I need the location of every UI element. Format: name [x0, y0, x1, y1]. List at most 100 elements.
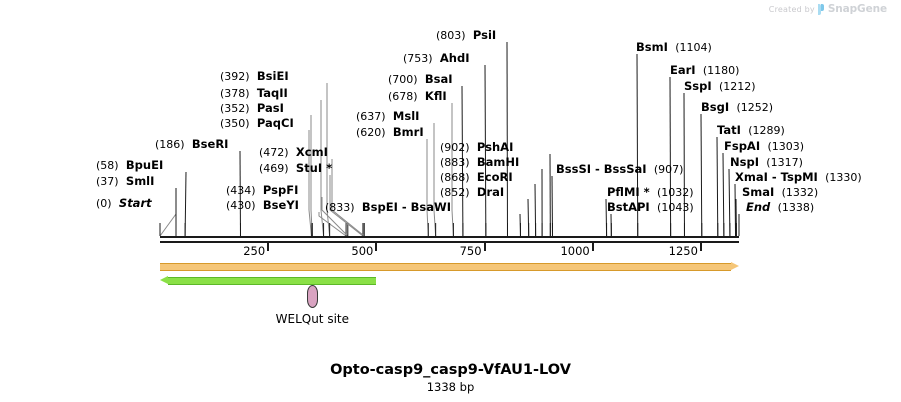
enzyme-position-stui: (469)	[259, 162, 289, 175]
leader-line-ecori	[534, 183, 537, 237]
enzyme-name-ahdi: AhdI	[439, 51, 470, 65]
enzyme-label-msli[interactable]: (637) MslI	[356, 109, 420, 124]
ruler-tick-750	[483, 243, 486, 251]
enzyme-label-taqii[interactable]: (378) TaqII	[220, 87, 288, 101]
page-title: Opto-casp9_casp9-VfAU1-LOV	[330, 362, 571, 378]
leader-line-bmri	[426, 139, 429, 237]
enzyme-name-end: End	[746, 200, 771, 214]
enzyme-name-kfli: KflI	[424, 89, 447, 103]
enzyme-label-drai[interactable]: (852) DraI	[440, 186, 504, 200]
leader-line-pasi	[310, 115, 313, 237]
enzyme-label-start[interactable]: (0) Start	[96, 197, 152, 211]
enzyme-label-xmai[interactable]: XmaI - TspMI (1330)	[735, 171, 862, 185]
enzyme-position-kfli: (678)	[388, 90, 418, 103]
enzyme-name-bamhi: BamHI	[476, 155, 520, 169]
enzyme-position-ahdi: (753)	[403, 52, 433, 65]
leader-line-kfli	[451, 103, 454, 237]
enzyme-label-bsmi[interactable]: BsmI (1104)	[636, 40, 712, 55]
watermark-brand-text: SnapGene	[827, 3, 887, 15]
enzyme-label-ahdi[interactable]: (753) AhdI	[403, 51, 470, 66]
enzyme-position-msli: (637)	[356, 110, 386, 123]
enzyme-position-bstapi: (1043)	[657, 201, 694, 214]
enzyme-position-taqii: (378)	[220, 87, 250, 100]
enzyme-name-bsai: BsaI	[424, 72, 453, 86]
enzyme-name-fspai: FspAI	[724, 139, 761, 153]
welqut-site-marker[interactable]	[307, 285, 319, 308]
enzyme-label-kfli[interactable]: (678) KflI	[388, 89, 447, 104]
enzyme-label-bsssi[interactable]: BssSI - BssSaI (907)	[556, 163, 683, 177]
watermark-created-by-text: Created by	[768, 4, 815, 14]
enzyme-name-bsiei: BsiEI	[256, 69, 289, 83]
ruler-label-500: 500	[351, 244, 374, 258]
ruler-tick-1250	[699, 243, 702, 251]
ruler-label-750: 750	[459, 244, 482, 258]
ruler-tick-250	[267, 243, 270, 251]
ruler-label-1250: 1250	[668, 244, 698, 258]
enzyme-label-bsai[interactable]: (700) BsaI	[388, 72, 453, 87]
enzyme-position-sspi: (1212)	[718, 80, 756, 93]
ruler-label-1000: 1000	[560, 244, 590, 258]
enzyme-name-msli: MslI	[392, 109, 420, 123]
enzyme-position-bseyi: (430)	[226, 199, 256, 212]
enzyme-label-pflmi[interactable]: PflMI * (1032)	[607, 185, 694, 200]
enzyme-label-end[interactable]: End (1338)	[746, 200, 815, 215]
enzyme-label-xcmi[interactable]: (472) XcmI	[259, 145, 328, 160]
enzyme-label-bpuei[interactable]: (58) BpuEI	[96, 159, 163, 173]
enzyme-label-pshai[interactable]: (902) PshAI	[440, 140, 514, 155]
feature-arrow-reverse-feature[interactable]	[160, 276, 377, 285]
enzyme-position-nspi: (1317)	[766, 156, 803, 169]
enzyme-label-psii[interactable]: (803) PsiI	[436, 28, 497, 43]
welqut-site-label: WELQut site	[275, 312, 350, 326]
enzyme-name-nspi: NspI	[730, 155, 759, 169]
enzyme-name-stui: StuI *	[295, 161, 333, 175]
enzyme-name-sspi: SspI	[684, 79, 712, 93]
enzyme-name-bsmi: BsmI	[636, 40, 668, 54]
leader-line-start	[159, 210, 177, 237]
enzyme-position-bpuei: (58)	[96, 159, 119, 172]
enzyme-position-bsiei: (392)	[220, 70, 250, 83]
enzyme-label-smai[interactable]: SmaI (1332)	[742, 185, 819, 200]
enzyme-name-bseri: BseRI	[191, 137, 229, 151]
enzyme-position-smai: (1332)	[781, 186, 819, 199]
enzyme-label-bmri[interactable]: (620) BmrI	[356, 126, 424, 140]
enzyme-name-psii: PsiI	[472, 28, 497, 42]
enzyme-label-paqci[interactable]: (350) PaqCI	[220, 117, 294, 131]
snapgene-logo-icon	[817, 3, 825, 15]
enzyme-label-tati[interactable]: TatI (1289)	[717, 124, 785, 138]
enzyme-name-pflmi: PflMI *	[607, 185, 650, 199]
enzyme-position-pspfi: (434)	[226, 184, 256, 197]
enzyme-label-bstapi[interactable]: BstAPI (1043)	[607, 201, 694, 215]
enzyme-name-pshai: PshAI	[476, 140, 514, 154]
enzyme-position-bseri: (186)	[155, 138, 185, 151]
enzyme-label-bamhi[interactable]: (883) BamHI	[440, 155, 520, 170]
enzyme-label-fspai[interactable]: FspAI (1303)	[724, 139, 804, 154]
enzyme-label-bsgi[interactable]: BsgI (1252)	[701, 101, 773, 115]
enzyme-name-xcmi: XcmI	[295, 145, 328, 159]
enzyme-label-smli[interactable]: (37) SmlI	[96, 175, 154, 189]
enzyme-label-pspfi[interactable]: (434) PspFI	[226, 183, 299, 198]
leader-line-xcmi	[331, 159, 365, 237]
feature-arrow-full-cds[interactable]	[160, 262, 739, 271]
leader-line-drai	[527, 198, 530, 237]
enzyme-label-bseyi[interactable]: (430) BseYI	[226, 199, 299, 213]
enzyme-position-smli: (37)	[96, 175, 119, 188]
feature-shaft	[160, 263, 731, 271]
enzyme-label-pasi[interactable]: (352) PasI	[220, 102, 284, 116]
enzyme-position-paqci: (350)	[220, 117, 250, 130]
enzyme-label-stui[interactable]: (469) StuI *	[259, 161, 333, 176]
enzyme-label-bseri[interactable]: (186) BseRI	[155, 137, 229, 152]
enzyme-label-bspei[interactable]: (833) BspEI - BsaWI	[325, 201, 451, 215]
enzyme-position-end: (1338)	[777, 201, 815, 214]
leader-line-tati	[716, 136, 719, 237]
enzyme-name-smai: SmaI	[742, 185, 775, 199]
feature-arrowhead	[160, 276, 168, 284]
enzyme-label-sspi[interactable]: SspI (1212)	[684, 79, 756, 94]
enzyme-label-bsiei[interactable]: (392) BsiEI	[220, 69, 289, 84]
ruler-tick-500	[375, 243, 378, 251]
enzyme-label-nspi[interactable]: NspI (1317)	[730, 155, 803, 170]
enzyme-label-eari[interactable]: EarI (1180)	[670, 64, 739, 78]
enzyme-name-pspfi: PspFI	[262, 183, 299, 197]
leader-line-xmai	[734, 183, 737, 237]
enzyme-label-ecori[interactable]: (868) EcoRI	[440, 171, 513, 185]
